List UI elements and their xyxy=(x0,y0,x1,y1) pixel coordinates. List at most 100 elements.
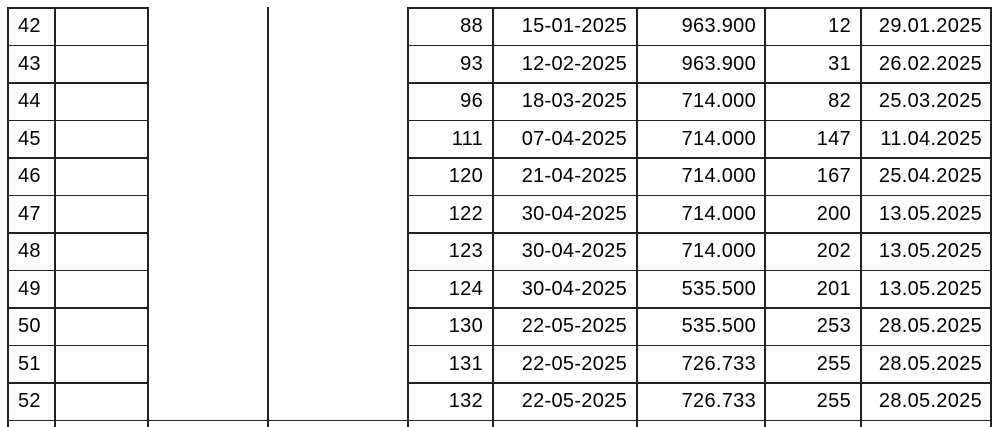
grid-hline xyxy=(407,7,992,9)
empty-cell xyxy=(55,8,148,46)
amount-cell: 726.733 xyxy=(681,390,756,412)
row-number-cell: 50 xyxy=(18,315,41,337)
table-row: 44 96 18-03-2025 714.000 82 25.03.2025 xyxy=(0,83,1000,121)
count-cell: 253 xyxy=(816,315,851,337)
empty-cell xyxy=(55,83,148,121)
grid-vline xyxy=(54,7,56,427)
value-date-cell: 25.04.2025 xyxy=(878,165,982,187)
grid-hline xyxy=(407,119,992,122)
entry-number-cell: 93 xyxy=(460,52,483,75)
row-number-cell: 43 xyxy=(18,52,41,75)
table-row: 52 132 22-05-2025 726.733 255 28.05.2025 xyxy=(0,383,1000,421)
table-row: 47 122 30-04-2025 714.000 200 13.05.2025 xyxy=(0,196,1000,234)
grid-hline xyxy=(7,194,149,197)
entry-date-cell: 30-04-2025 xyxy=(521,202,627,225)
entry-number-cell: 96 xyxy=(460,90,483,112)
entry-number-cell: 132 xyxy=(448,390,483,412)
empty-cell xyxy=(55,46,148,84)
row-number-cell: 44 xyxy=(18,90,41,112)
entry-number-cell: 120 xyxy=(448,165,483,187)
grid-vline xyxy=(407,7,409,427)
grid-hline xyxy=(407,157,992,159)
grid-vline xyxy=(860,7,862,427)
row-number-cell: 51 xyxy=(18,352,41,375)
grid-hline xyxy=(7,269,149,272)
entry-number-cell: 130 xyxy=(448,315,483,337)
grid-hline xyxy=(407,82,992,84)
amount-cell: 714.000 xyxy=(681,127,756,150)
grid-hline xyxy=(7,157,149,159)
empty-cell xyxy=(55,196,148,234)
count-cell: 200 xyxy=(816,202,851,225)
grid-hline xyxy=(407,344,992,347)
entry-date-cell: 22-05-2025 xyxy=(521,352,627,375)
amount-cell: 714.000 xyxy=(681,90,756,112)
grid-hline xyxy=(7,119,149,122)
entry-date-cell: 22-05-2025 xyxy=(521,315,627,337)
row-number-cell: 46 xyxy=(18,165,41,187)
grid-hline xyxy=(7,307,149,309)
entry-number-cell: 131 xyxy=(448,352,483,375)
grid-vline xyxy=(990,7,992,427)
entry-number-cell: 123 xyxy=(448,240,483,262)
grid-vline xyxy=(764,7,766,427)
entry-number-cell: 88 xyxy=(460,15,483,37)
entry-date-cell: 18-03-2025 xyxy=(521,90,627,112)
entry-date-cell: 07-04-2025 xyxy=(521,127,627,150)
row-number-cell: 42 xyxy=(18,15,41,37)
count-cell: 12 xyxy=(828,15,851,37)
grid-hline xyxy=(7,382,149,384)
count-cell: 147 xyxy=(816,127,851,150)
grid-vline xyxy=(492,7,494,427)
grid-hline xyxy=(407,232,992,234)
value-date-cell: 28.05.2025 xyxy=(878,390,982,412)
amount-cell: 714.000 xyxy=(681,240,756,262)
entry-number-cell: 124 xyxy=(448,277,483,300)
count-cell: 167 xyxy=(816,165,851,187)
count-cell: 202 xyxy=(816,240,851,262)
grid-hline xyxy=(407,269,992,272)
table-row: 45 111 07-04-2025 714.000 147 11.04.2025 xyxy=(0,121,1000,159)
entry-date-cell: 30-04-2025 xyxy=(521,240,627,262)
table-row: 51 131 22-05-2025 726.733 255 28.05.2025 xyxy=(0,346,1000,384)
empty-cell xyxy=(55,233,148,271)
entry-date-cell: 12-02-2025 xyxy=(521,52,627,75)
entry-date-cell: 22-05-2025 xyxy=(521,390,627,412)
empty-cell xyxy=(55,383,148,421)
grid-hline xyxy=(407,382,992,384)
row-number-cell: 52 xyxy=(18,390,41,412)
grid-hline xyxy=(7,82,149,84)
value-date-cell: 25.03.2025 xyxy=(878,90,982,112)
grid-hline xyxy=(7,7,149,9)
count-cell: 255 xyxy=(816,390,851,412)
amount-cell: 535.500 xyxy=(681,315,756,337)
entry-number-cell: 122 xyxy=(448,202,483,225)
entry-date-cell: 15-01-2025 xyxy=(521,15,627,37)
grid-vline xyxy=(7,7,9,427)
grid-hline xyxy=(7,419,992,422)
partial-next-row xyxy=(8,421,991,427)
value-date-cell: 13.05.2025 xyxy=(878,202,982,225)
row-number-cell: 45 xyxy=(18,127,41,150)
row-number-cell: 48 xyxy=(18,240,41,262)
grid-hline xyxy=(7,344,149,347)
grid-vline xyxy=(267,7,269,427)
empty-cell xyxy=(55,271,148,309)
amount-cell: 535.500 xyxy=(681,277,756,300)
grid-hline xyxy=(407,307,992,309)
value-date-cell: 28.05.2025 xyxy=(878,352,982,375)
amount-cell: 726.733 xyxy=(681,352,756,375)
table-row: 48 123 30-04-2025 714.000 202 13.05.2025 xyxy=(0,233,1000,271)
value-date-cell: 29.01.2025 xyxy=(878,15,982,37)
table-row: 50 130 22-05-2025 535.500 253 28.05.2025 xyxy=(0,308,1000,346)
value-date-cell: 11.04.2025 xyxy=(880,127,982,150)
row-number-cell: 47 xyxy=(18,202,41,225)
empty-cell xyxy=(55,158,148,196)
table-row: 49 124 30-04-2025 535.500 201 13.05.2025 xyxy=(0,271,1000,309)
empty-cell xyxy=(55,121,148,159)
value-date-cell: 13.05.2025 xyxy=(878,277,982,300)
row-number-cell: 49 xyxy=(18,277,41,300)
count-cell: 82 xyxy=(828,90,851,112)
table-row: 46 120 21-04-2025 714.000 167 25.04.2025 xyxy=(0,158,1000,196)
